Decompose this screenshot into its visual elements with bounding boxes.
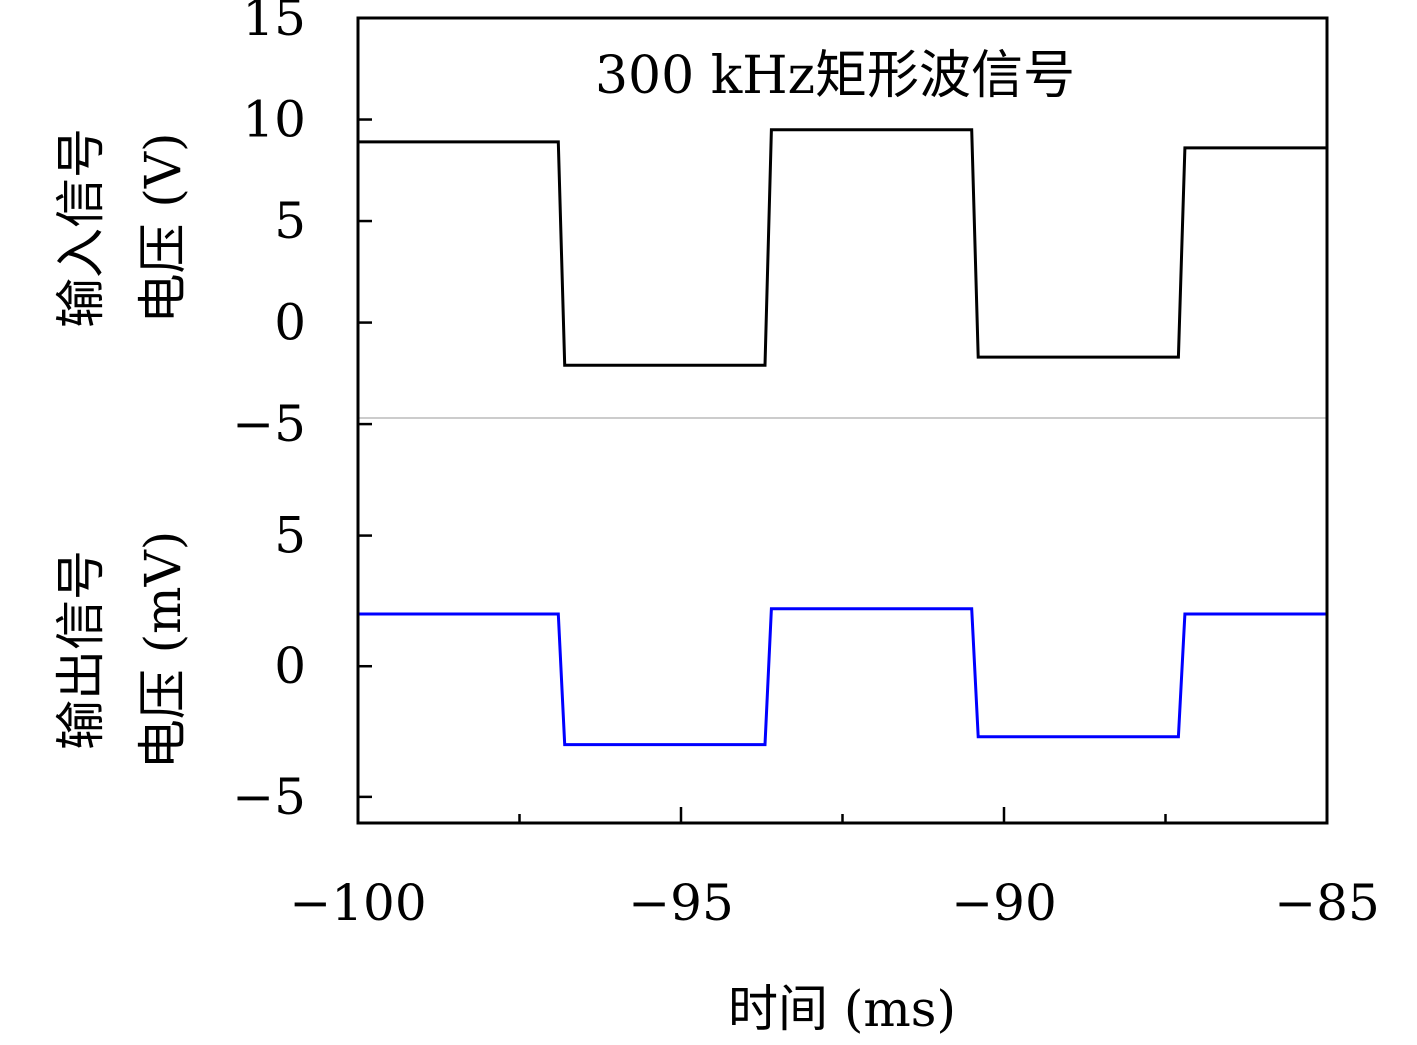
x-axis-ticks: −100 −95 −90 −85	[289, 807, 1380, 932]
top-panel-y-ticks: 15 10 5 0 −5	[232, 0, 372, 453]
y-tick-label: 5	[274, 507, 306, 565]
x-tick-label: −85	[1274, 874, 1380, 932]
output-voltage-series-line	[358, 607, 1327, 747]
y-tick-label: 10	[242, 91, 306, 149]
x-tick-label: −100	[289, 874, 426, 932]
bottom-panel-y-ticks: 5 0 −5	[232, 507, 372, 826]
plot-frame	[356, 16, 1329, 825]
y-tick-label: 15	[242, 0, 306, 47]
bottom-y-axis-title-line2: 电压 (mV)	[134, 531, 192, 769]
top-y-axis-title-line1: 输入信号	[52, 128, 110, 328]
input-voltage-series-line	[358, 128, 1327, 367]
y-tick-label: 0	[274, 637, 306, 695]
y-tick-label: 5	[274, 192, 306, 250]
x-axis-title: 时间 (ms)	[728, 980, 956, 1038]
x-tick-label: −90	[951, 874, 1057, 932]
bottom-y-axis-title-line1: 输出信号	[52, 550, 110, 750]
x-tick-label: −95	[628, 874, 734, 932]
y-tick-label: −5	[232, 395, 306, 453]
chart-annotation: 300 kHz矩形波信号	[595, 46, 1075, 106]
y-tick-label: 0	[274, 294, 306, 352]
series-layer	[358, 128, 1327, 747]
top-y-axis-title-line2: 电压 (V)	[134, 132, 192, 323]
y-tick-label: −5	[232, 768, 306, 826]
